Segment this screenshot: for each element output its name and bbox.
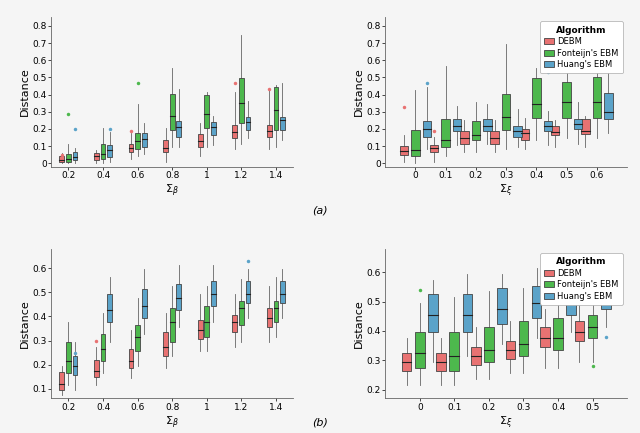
Bar <box>273 87 278 130</box>
Bar <box>471 347 481 365</box>
Bar <box>574 119 582 129</box>
Bar <box>430 145 438 152</box>
Bar <box>267 308 272 327</box>
Bar <box>581 119 589 135</box>
Legend: DEBM, Fonteijn's EBM, Huang's EBM: DEBM, Fonteijn's EBM, Huang's EBM <box>540 253 623 305</box>
Bar <box>490 131 499 144</box>
Bar <box>453 119 461 131</box>
Y-axis label: Distance: Distance <box>20 299 30 348</box>
Bar <box>540 326 550 347</box>
Y-axis label: Distance: Distance <box>354 299 364 348</box>
Bar <box>129 349 134 368</box>
Bar <box>588 315 598 338</box>
Bar <box>72 152 77 160</box>
Bar <box>163 140 168 152</box>
Bar <box>66 154 71 162</box>
Y-axis label: Distance: Distance <box>20 68 30 116</box>
Bar <box>442 119 450 147</box>
X-axis label: $\Sigma_{\xi}$: $\Sigma_{\xi}$ <box>499 183 513 199</box>
Bar <box>280 117 285 130</box>
Bar <box>402 353 412 371</box>
Bar <box>177 121 181 137</box>
Bar <box>198 320 203 339</box>
Bar <box>204 95 209 128</box>
Bar <box>66 342 71 373</box>
Bar <box>544 121 552 131</box>
Bar <box>563 82 571 118</box>
Bar <box>135 133 140 149</box>
Y-axis label: Distance: Distance <box>354 68 364 116</box>
Bar <box>129 144 134 152</box>
Bar <box>135 325 140 351</box>
Bar <box>177 284 181 310</box>
Bar <box>60 372 65 390</box>
Bar <box>604 93 612 119</box>
Bar <box>163 332 168 356</box>
Bar <box>518 321 528 356</box>
Bar <box>415 333 424 368</box>
Bar <box>428 294 438 333</box>
Bar <box>60 156 65 162</box>
Bar <box>232 315 237 332</box>
Bar <box>267 125 272 137</box>
Bar <box>100 144 106 159</box>
Bar <box>204 306 209 337</box>
Bar <box>436 353 446 371</box>
X-axis label: $\Sigma_{\beta}$: $\Sigma_{\beta}$ <box>165 183 179 199</box>
Bar <box>521 129 529 140</box>
Bar <box>575 321 584 341</box>
Bar <box>532 78 541 118</box>
Bar <box>593 77 601 118</box>
Bar <box>232 125 237 138</box>
Text: (a): (a) <box>312 205 328 215</box>
Bar <box>72 356 77 375</box>
Bar <box>246 281 250 303</box>
Bar <box>94 153 99 160</box>
Bar <box>198 134 203 147</box>
Bar <box>484 326 493 362</box>
Bar <box>142 289 147 318</box>
Bar <box>449 333 459 371</box>
Bar <box>502 94 511 130</box>
X-axis label: $\Sigma_{\xi}$: $\Sigma_{\xi}$ <box>499 414 513 431</box>
Bar <box>280 281 285 303</box>
X-axis label: $\Sigma_{\beta}$: $\Sigma_{\beta}$ <box>165 414 179 431</box>
Bar <box>239 78 244 123</box>
Bar <box>400 146 408 155</box>
Bar <box>273 301 278 323</box>
Bar <box>460 131 468 144</box>
Bar <box>170 94 175 130</box>
Bar <box>142 133 147 147</box>
Bar <box>170 308 175 342</box>
Bar <box>472 121 480 140</box>
Bar <box>497 288 507 323</box>
Text: (b): (b) <box>312 417 328 427</box>
Bar <box>246 117 250 130</box>
Bar <box>506 341 515 359</box>
Bar <box>108 294 112 323</box>
Bar <box>108 145 112 157</box>
Bar <box>483 119 492 131</box>
Bar <box>211 281 216 306</box>
Bar <box>211 123 216 135</box>
Legend: DEBM, Fonteijn's EBM, Huang's EBM: DEBM, Fonteijn's EBM, Huang's EBM <box>540 22 623 73</box>
Bar <box>100 334 106 361</box>
Bar <box>412 130 420 155</box>
Bar <box>566 285 576 315</box>
Bar <box>601 283 611 309</box>
Bar <box>553 318 563 350</box>
Bar <box>513 126 522 137</box>
Bar <box>463 294 472 333</box>
Bar <box>239 301 244 325</box>
Bar <box>551 126 559 135</box>
Bar <box>94 360 99 377</box>
Bar <box>532 285 541 318</box>
Bar <box>422 121 431 137</box>
